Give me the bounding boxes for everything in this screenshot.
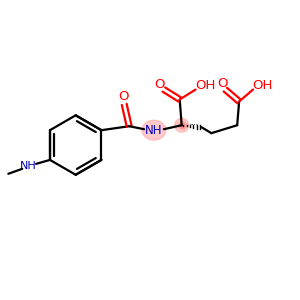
Ellipse shape (175, 118, 189, 132)
Text: O: O (154, 78, 165, 91)
Text: OH: OH (195, 79, 216, 92)
Text: O: O (217, 77, 228, 90)
Text: O: O (118, 90, 128, 103)
Text: ····: ···· (189, 122, 198, 128)
Text: NH: NH (145, 124, 163, 137)
Ellipse shape (142, 120, 166, 140)
Text: OH: OH (253, 79, 273, 92)
Text: NH: NH (20, 161, 37, 171)
